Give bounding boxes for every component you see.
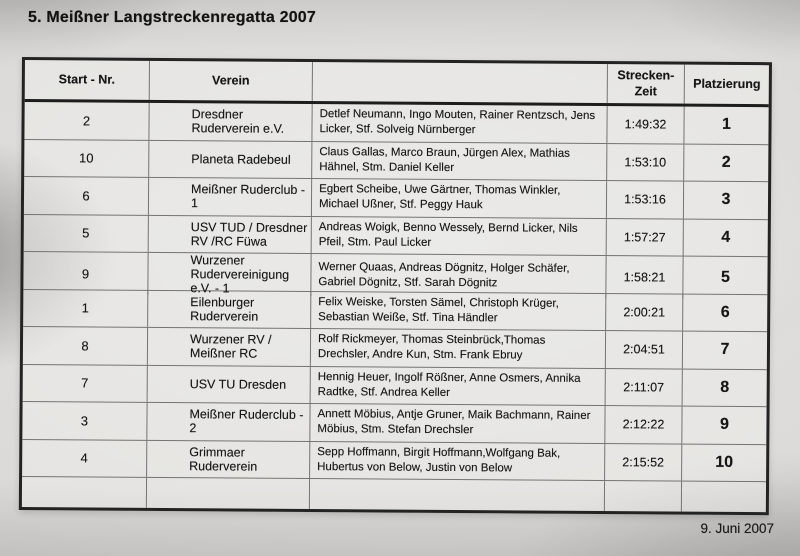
verein-value: USV TUD / Dresdner RV /RC Füwa — [148, 215, 312, 254]
verein-value: Wurzener Rudervereinigung e.V. - 1 — [148, 252, 312, 297]
zeit-value: 2:15:52 — [605, 443, 683, 481]
zeit-value: 1:57:27 — [606, 218, 684, 256]
empty-cell — [604, 481, 683, 512]
zeit-value: 1:58:21 — [606, 256, 684, 299]
start-nr-value: 10 — [24, 139, 150, 177]
verein-value: Eilenburger Ruderverein — [148, 290, 312, 329]
document-date: 9. Juni 2007 — [700, 521, 774, 536]
table-row: 5 USV TUD / Dresdner RV /RC Füwa Andreas… — [23, 214, 768, 258]
page-title: 5. Meißner Langstreckenregatta 2007 — [28, 9, 317, 26]
crew-value: Claus Gallas, Marco Braun, Jürgen Alex, … — [312, 141, 608, 181]
zeit-value: 2:04:51 — [605, 331, 684, 369]
crew-value: Felix Weiske, Torsten Sämel, Christoph K… — [311, 291, 607, 331]
platzierung-value: 9 — [719, 416, 729, 434]
verein-value: Dresdner Ruderverein e.V. — [149, 102, 313, 141]
platzierung-value: 6 — [720, 303, 730, 321]
empty-cell — [146, 477, 311, 510]
empty-cell — [682, 482, 766, 513]
verein-value: Wurzener RV / Meißner RC — [147, 327, 312, 366]
table-row: 4 Grimmaer Ruderverein Sepp Hoffmann, Bi… — [22, 439, 767, 483]
header-verein: Verein — [149, 60, 313, 102]
platzierung-value: 10 — [715, 453, 734, 471]
table-row: 8 Wurzener RV / Meißner RC Rolf Rickmeye… — [22, 327, 768, 370]
start-nr-value: 2 — [24, 102, 150, 140]
platzierung-value: 7 — [720, 341, 730, 359]
header-strecken-zeit-line2: Zeit — [634, 83, 657, 98]
table-header-row: Start - Nr. Verein Strecken- Zeit Platzi… — [24, 60, 769, 108]
platzierung-value: 5 — [720, 268, 730, 286]
header-platzierung: Platzierung — [693, 76, 761, 91]
empty-cell — [309, 479, 606, 512]
crew-value: Hennig Heuer, Ingolf Rößner, Anne Osmers… — [310, 366, 606, 406]
zeit-value: 1:49:32 — [607, 106, 685, 144]
crew-value: Egbert Scheibe, Uwe Gärtner, Thomas Wink… — [311, 179, 608, 218]
crew-value: Detlef Neumann, Ingo Mouten, Rainer Rent… — [312, 104, 608, 143]
table-row: 7 USV TU Dresden Hennig Heuer, Ingolf Rö… — [22, 364, 767, 408]
table-row: 1 Eilenburger Ruderverein Felix Weiske, … — [23, 289, 768, 333]
platzierung-value: 2 — [721, 153, 731, 171]
crew-value: Annett Möbius, Antje Gruner, Maik Bachma… — [310, 404, 606, 443]
zeit-value: 1:53:16 — [606, 181, 685, 219]
verein-value: USV TU Dresden — [147, 365, 311, 404]
crew-value: Rolf Rickmeyer, Thomas Steinbrück,Thomas… — [310, 329, 607, 368]
crew-value: Sepp Hoffmann, Birgit Hoffmann,Wolfgang … — [310, 441, 606, 481]
start-nr-value: 3 — [22, 402, 148, 440]
platzierung-value: 8 — [720, 378, 730, 396]
results-table: Start - Nr. Verein Strecken- Zeit Platzi… — [18, 57, 772, 516]
verein-value: Grimmaer Ruderverein — [147, 440, 311, 479]
platzierung-value: 1 — [722, 116, 732, 134]
verein-value: Planeta Radebeul — [149, 140, 313, 179]
header-start-nr: Start - Nr. — [24, 60, 150, 100]
zeit-value: 1:53:10 — [607, 143, 685, 181]
start-nr-value: 6 — [23, 177, 150, 215]
platzierung-value: 4 — [721, 228, 731, 246]
header-strecken-zeit: Strecken- Zeit — [607, 64, 685, 104]
table-row: 3 Meißner Ruderclub - 2 Annett Möbius, A… — [22, 402, 767, 445]
table-row: 10 Planeta Radebeul Claus Gallas, Marco … — [24, 139, 769, 183]
table-row: 2 Dresdner Ruderverein e.V. Detlef Neuma… — [24, 102, 769, 145]
verein-value: Meißner Ruderclub - 1 — [148, 177, 313, 216]
start-nr-value: 5 — [23, 214, 149, 252]
start-nr-value: 9 — [23, 252, 149, 295]
verein-value: Meißner Ruderclub - 2 — [147, 402, 311, 441]
table-row: 6 Meißner Ruderclub - 1 Egbert Scheibe, … — [23, 177, 769, 220]
zeit-value: 2:00:21 — [606, 293, 684, 331]
platzierung-value: 3 — [721, 191, 731, 209]
start-nr-value: 1 — [23, 289, 149, 327]
zeit-value: 2:11:07 — [605, 368, 683, 406]
header-strecken-zeit-line1: Strecken- — [617, 68, 675, 83]
table-empty-row — [21, 477, 766, 513]
start-nr-value: 7 — [22, 364, 148, 402]
empty-cell — [21, 477, 148, 508]
header-crew-cell — [312, 62, 608, 104]
crew-value: Andreas Woigk, Benno Wessely, Bernd Lick… — [311, 216, 607, 256]
start-nr-value: 4 — [22, 439, 148, 477]
start-nr-value: 8 — [22, 327, 149, 365]
table-row: 9 Wurzener Rudervereinigung e.V. - 1 Wer… — [23, 252, 768, 299]
zeit-value: 2:12:22 — [605, 406, 683, 444]
